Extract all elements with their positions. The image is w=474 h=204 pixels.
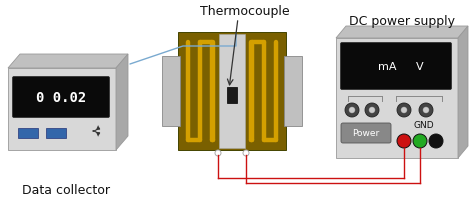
Circle shape [401, 107, 407, 113]
Text: 0 0.02: 0 0.02 [36, 91, 86, 105]
Polygon shape [336, 26, 468, 38]
Bar [46, 128, 66, 138]
Circle shape [423, 107, 429, 113]
FancyBboxPatch shape [12, 76, 109, 118]
Text: Thermocouple: Thermocouple [200, 6, 290, 19]
Circle shape [345, 103, 359, 117]
Text: DC power supply: DC power supply [349, 16, 455, 29]
Circle shape [215, 150, 221, 156]
Bar [227, 87, 237, 103]
FancyBboxPatch shape [340, 42, 452, 90]
Circle shape [397, 103, 411, 117]
Circle shape [243, 150, 249, 156]
Circle shape [365, 103, 379, 117]
Polygon shape [458, 26, 468, 158]
Text: Data collector: Data collector [22, 184, 110, 196]
Bar [178, 32, 286, 150]
Bar [284, 56, 302, 126]
Text: GND: GND [414, 121, 434, 130]
Text: Power: Power [352, 129, 380, 137]
Circle shape [429, 134, 443, 148]
Circle shape [369, 107, 375, 113]
Bar [336, 38, 458, 158]
Bar [219, 34, 245, 148]
Polygon shape [8, 54, 128, 68]
Text: V: V [416, 62, 424, 72]
Circle shape [419, 103, 433, 117]
Circle shape [397, 134, 411, 148]
Circle shape [413, 134, 427, 148]
Bar [162, 56, 180, 126]
Text: ▼: ▼ [96, 133, 100, 137]
Text: mA: mA [378, 62, 397, 72]
Polygon shape [116, 54, 128, 150]
FancyBboxPatch shape [341, 123, 391, 143]
Bar [8, 68, 116, 150]
Bar [18, 128, 38, 138]
Circle shape [349, 107, 355, 113]
Text: ▲: ▲ [96, 125, 100, 131]
